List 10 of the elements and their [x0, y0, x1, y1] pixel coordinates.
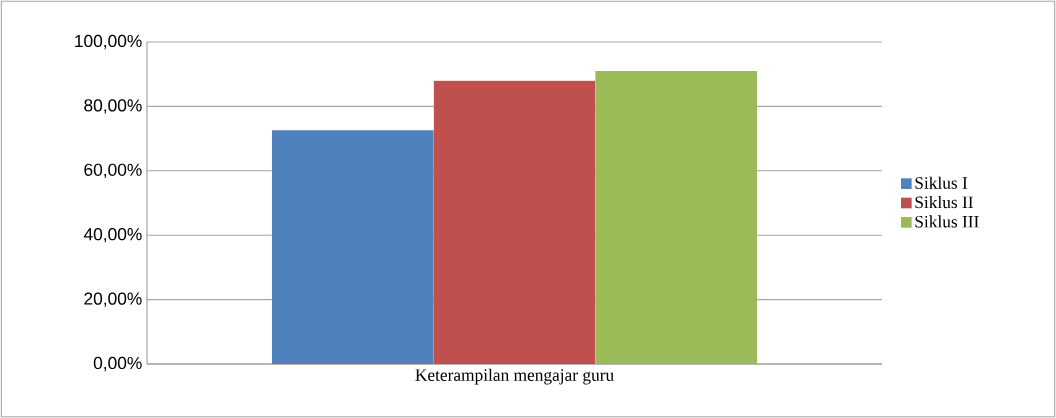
y-tick-label: 60,00% [84, 163, 142, 178]
legend-label: Siklus I [915, 176, 968, 189]
legend-label: Siklus III [915, 215, 979, 228]
y-tick-label: 20,00% [84, 292, 142, 307]
y-tick-label: 40,00% [83, 228, 142, 243]
y-tick-label: 80,00% [84, 99, 142, 114]
y-tick-label: 100,00% [75, 34, 142, 50]
legend-label: Siklus II [915, 195, 973, 209]
x-tick-label: Keterampilan mengajar guru [415, 368, 614, 385]
y-tick-label: 0,00% [93, 356, 142, 372]
